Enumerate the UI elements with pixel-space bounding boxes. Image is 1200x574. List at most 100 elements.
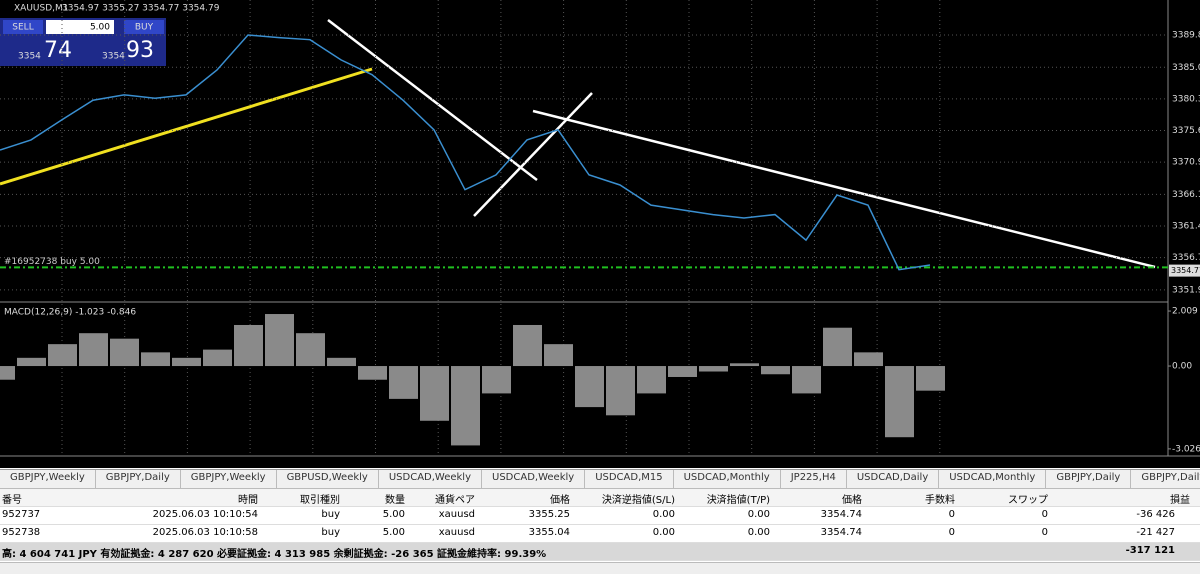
- macd-bar: [606, 366, 635, 416]
- macd-bar: [823, 327, 852, 367]
- chart-tabs: GBPJPY,Weekly GBPJPY,Daily GBPJPY,Weekly GB…: [0, 469, 1200, 489]
- macd-bar: [482, 366, 511, 394]
- cell: 時間: [238, 495, 258, 506]
- cell: 損益: [1170, 495, 1190, 506]
- x-tick-label: 3 Jun 03:05: [378, 458, 429, 468]
- macd-bar: [761, 366, 790, 375]
- y-tick-label: 3380.3: [1172, 94, 1200, 104]
- cell: buy: [321, 527, 340, 538]
- sell-button[interactable]: [3, 20, 43, 34]
- cell: スワップ: [1008, 495, 1048, 506]
- macd-bar: [668, 366, 697, 377]
- chart-tab[interactable]: JP225,H4: [781, 470, 847, 488]
- cell: 番号: [2, 495, 22, 506]
- macd-bar: [48, 344, 77, 367]
- lots-value[interactable]: 5.00: [90, 23, 110, 33]
- chart-tab[interactable]: USDCAD,Monthly: [674, 470, 781, 488]
- chart-tab[interactable]: USDCAD,M15: [585, 470, 674, 488]
- chart-tab[interactable]: GBPJPY,Daily: [96, 470, 181, 488]
- buy-button[interactable]: [124, 20, 164, 34]
- cell: 0.00: [652, 527, 675, 538]
- chart-tab[interactable]: GBPJPY,Daily: [1046, 470, 1132, 488]
- macd-bar: [637, 366, 666, 394]
- chart-tab[interactable]: USDCAD,Daily: [847, 470, 940, 488]
- price-line: [0, 34, 931, 271]
- cell: 通貨ペア: [435, 495, 475, 506]
- y-tick-label: 3366.1: [1172, 190, 1200, 200]
- cell: 0: [1041, 527, 1048, 538]
- y-tick-label: 3351.9: [1172, 285, 1200, 295]
- macd-bar: [327, 357, 356, 367]
- trend-line: [0, 67, 373, 186]
- macd-bar: [79, 333, 108, 367]
- x-tick-label: 2 Jun 22:04: [65, 458, 117, 468]
- macd-bar: [451, 366, 480, 446]
- x-tick-label: 2 Jun 23:40: [190, 458, 242, 468]
- cell: 決済逆指値(S/L): [601, 495, 675, 506]
- trend-line: [327, 19, 538, 181]
- lots-input[interactable]: [46, 20, 114, 34]
- sell-label[interactable]: SELL: [12, 23, 33, 33]
- y-tick-label: 3389.8: [1172, 30, 1200, 40]
- macd-bar: [141, 352, 170, 367]
- trend-line: [532, 109, 1156, 269]
- chart-tab[interactable]: USDCAD,Weekly: [482, 470, 586, 488]
- order-label: #16952738 buy 5.00: [4, 257, 100, 267]
- ask-big[interactable]: 3354: [102, 52, 125, 62]
- cell: 0: [948, 509, 955, 520]
- x-tick-label: 3 Jun 03:53: [441, 458, 492, 468]
- macd-bar: [172, 357, 201, 367]
- cell: 5.00: [382, 527, 405, 538]
- cell: xauusd: [438, 527, 475, 538]
- ask-small[interactable]: 93: [126, 38, 154, 63]
- cell: 5.00: [382, 509, 405, 520]
- cell: 0: [948, 527, 955, 538]
- cell: 決済指値(T/P): [706, 495, 770, 506]
- trade-table: 番号 時間 取引種別 数量 通貨ペア 価格 決済逆指値(S/L) 決済指値(T/P) 価格 手数料…: [0, 489, 1200, 561]
- chart-tab[interactable]: GBPJPY,Weekly: [181, 470, 277, 488]
- chart-tab[interactable]: USDCAD,Weekly: [379, 470, 483, 488]
- macd-bar: [234, 324, 263, 367]
- y-tick-label: -3.026: [1172, 444, 1200, 454]
- cell: 2025.06.03 10:10:54: [152, 509, 258, 520]
- y-tick-label: 3356.7: [1172, 253, 1200, 263]
- macd-bar: [885, 366, 914, 438]
- cell: 3355.25: [528, 509, 570, 520]
- cell: -317 121: [1125, 545, 1175, 556]
- chart-tab[interactable]: USDCAD,Monthly: [939, 470, 1047, 488]
- chart-symbol: XAUUSD,M1: [14, 4, 69, 14]
- current-price-box: [1169, 264, 1200, 277]
- cell: 高: 4 604 741 JPY 有効証拠金: 4 287 620 必要証拠金:…: [2, 549, 547, 560]
- bid-big[interactable]: 3354: [18, 52, 41, 62]
- macd-bar: [699, 366, 728, 372]
- cell: 価格: [550, 495, 570, 506]
- cell: 952738: [2, 527, 41, 538]
- buy-label[interactable]: BUY: [135, 23, 154, 33]
- macd-bar: [916, 366, 945, 391]
- y-tick-label: 3385.0: [1172, 63, 1200, 73]
- y-tick-label: 3375.6: [1172, 126, 1200, 136]
- macd-bar: [420, 366, 449, 421]
- y-tick-label: 0.00: [1172, 362, 1192, 372]
- current-price-label: 3354.77: [1171, 266, 1200, 275]
- macd-bar: [203, 349, 232, 367]
- x-tick-label: 3 Jun 02:17: [316, 458, 367, 468]
- macd-bar: [389, 366, 418, 399]
- terminal-tabs: [0, 562, 1200, 574]
- chart-tab[interactable]: GBPJPY,Daily: [1131, 470, 1200, 488]
- chart-tab[interactable]: GBPUSD,Weekly: [277, 470, 379, 488]
- bid-small[interactable]: 74: [44, 38, 72, 63]
- cell: 3354.74: [820, 527, 862, 538]
- x-tick-label: 2 Jun 2025: [2, 458, 50, 468]
- macd-bar: [265, 314, 294, 367]
- y-tick-label: 3361.4: [1172, 222, 1200, 232]
- macd-bar: [544, 344, 573, 367]
- table-header: 番号 時間 取引種別 数量 通貨ペア 価格 決済逆指値(S/L) 決済指値(T/P) 価格 手数料…: [0, 489, 1200, 507]
- x-tick-label: 3 Jun 06:17: [629, 458, 680, 468]
- cell: 価格: [842, 495, 862, 506]
- x-tick-label: 3 Jun 07:53: [754, 458, 805, 468]
- x-tick-label: 3 Jun 04:41: [504, 458, 555, 468]
- trend-line: [473, 92, 593, 217]
- chart-tab[interactable]: GBPJPY,Weekly: [0, 470, 96, 488]
